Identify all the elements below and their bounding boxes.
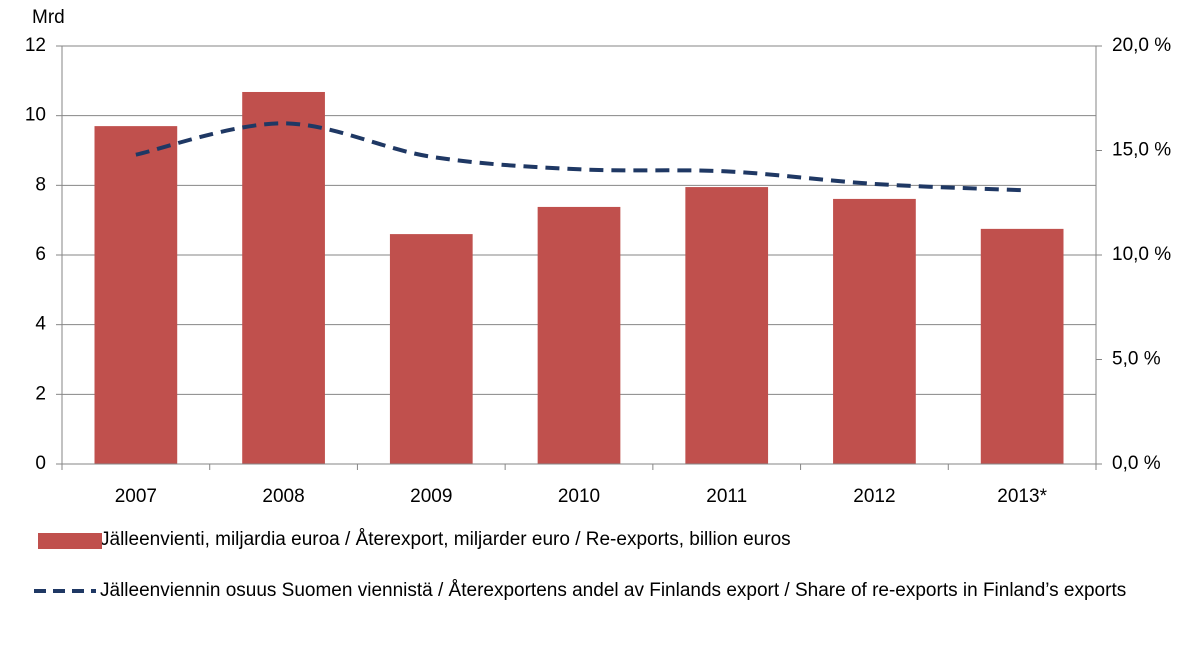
- bar: [980, 228, 1064, 464]
- y-axis-label: Mrd: [32, 7, 65, 28]
- y-tick-label: 10: [25, 105, 46, 126]
- x-tick-label: 2008: [262, 486, 304, 507]
- y2-tick-label: 10,0 %: [1112, 244, 1171, 265]
- x-tick-label: 2011: [706, 486, 747, 507]
- y-tick-label: 0: [35, 453, 46, 474]
- x-tick-label: 2009: [410, 486, 452, 507]
- legend-swatch: [30, 525, 102, 555]
- legend-swatch: [30, 576, 100, 606]
- legend-item: Jälleenvienti, miljardia euroa / Återexp…: [30, 525, 1130, 555]
- bar: [389, 234, 473, 464]
- legend-item: Jälleenviennin osuus Suomen viennistä / …: [30, 576, 1130, 606]
- bar: [537, 206, 621, 464]
- x-tick-label: 2013*: [997, 486, 1047, 507]
- x-tick-label: 2007: [115, 486, 157, 507]
- legend-label: Jälleenvienti, miljardia euroa / Återexp…: [100, 529, 791, 550]
- y-tick-label: 4: [35, 314, 46, 335]
- legend-label: Jälleenviennin osuus Suomen viennistä / …: [100, 580, 1127, 601]
- y-tick-label: 12: [25, 35, 46, 56]
- y2-tick-label: 0,0 %: [1112, 453, 1161, 474]
- chart: Mrd 0 2 4 6 8 10 12 0,0 % 5,0 % 10,0 % 15,0 % 20,0 …: [25, 7, 1171, 507]
- bar: [242, 91, 325, 464]
- bar: [685, 187, 769, 464]
- y2-tick-label: 20,0 %: [1112, 35, 1171, 56]
- y-tick-label: 2: [35, 383, 46, 404]
- line: [135, 121, 1023, 193]
- y-tick-label: 6: [35, 244, 46, 265]
- bar: [94, 126, 178, 464]
- x-tick-label: 2012: [853, 486, 895, 507]
- y2-tick-label: 5,0 %: [1112, 349, 1161, 370]
- y-tick-label: 8: [35, 174, 46, 195]
- x-tick-label: 2010: [558, 486, 600, 507]
- y2-tick-label: 15,0 %: [1112, 140, 1171, 161]
- bar: [833, 198, 916, 464]
